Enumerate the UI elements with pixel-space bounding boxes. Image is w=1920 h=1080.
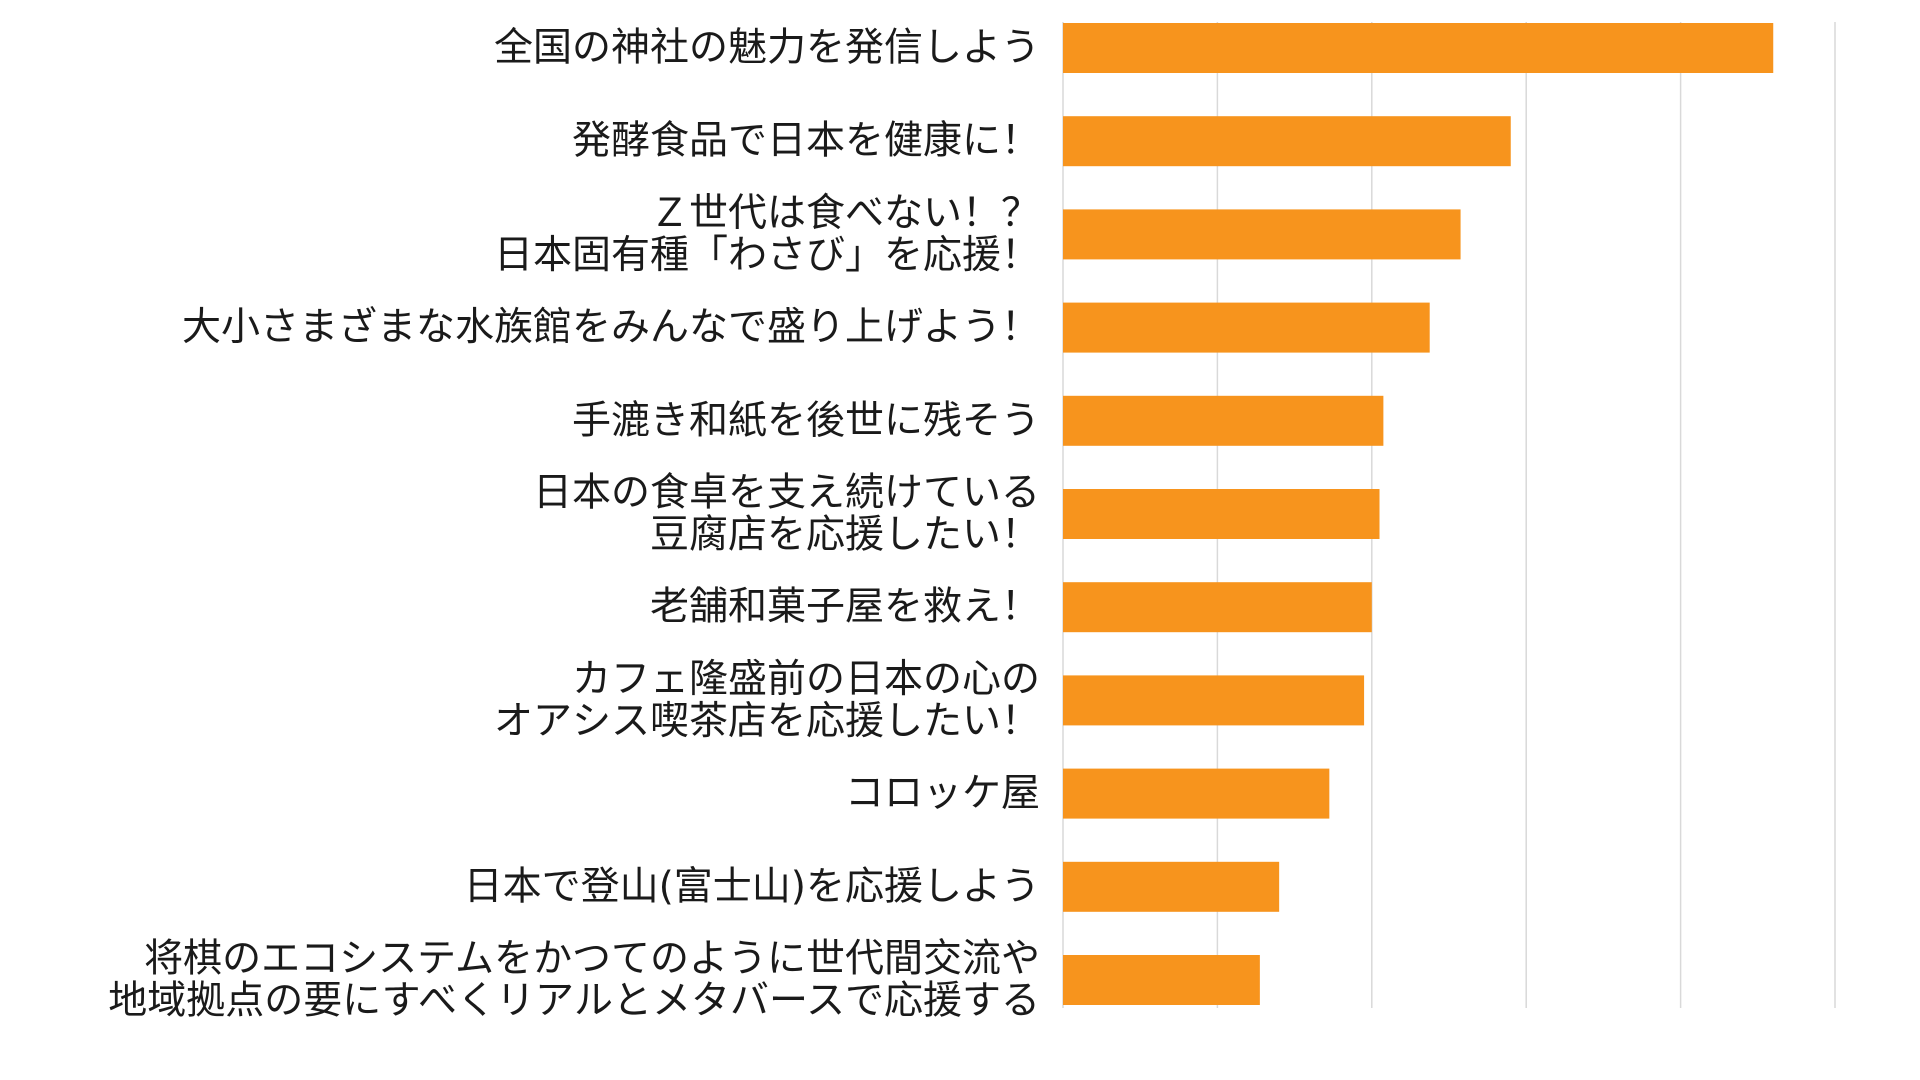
category-label: Ｚ世代は食べない！？ — [650, 191, 1040, 236]
bar — [1063, 209, 1461, 260]
category-label: 日本の食卓を支え続けている — [533, 471, 1040, 516]
category-label: 豆腐店を応援したい！ — [650, 513, 1040, 558]
category-label: 日本固有種「わさび」を応援！ — [494, 233, 1040, 278]
bar — [1063, 675, 1365, 726]
category-label: 手漉き和紙を後世に残そう — [572, 398, 1040, 443]
bar — [1063, 861, 1280, 912]
category-label: コロッケ屋 — [845, 771, 1040, 816]
category-label: 大小さまざまな水族館をみんなで盛り上げよう！ — [182, 305, 1040, 350]
bar — [1063, 582, 1372, 633]
category-label: 将棋のエコシステムをかつてのように世代間交流や — [144, 937, 1040, 982]
category-label: オアシス喫茶店を応援したい！ — [494, 699, 1040, 744]
bars — [1063, 23, 1774, 1005]
bar — [1063, 395, 1384, 446]
bar — [1063, 23, 1774, 73]
bar — [1063, 116, 1511, 167]
category-label: カフェ隆盛前の日本の心の — [572, 657, 1040, 702]
bar — [1063, 768, 1330, 819]
category-label: 日本で登山(富士山)を応援しよう — [464, 864, 1040, 909]
category-label: 全国の神社の魅力を発信しよう — [494, 26, 1040, 71]
bar — [1063, 489, 1380, 539]
category-label: 発酵食品で日本を健康に！ — [572, 119, 1040, 164]
category-label: 老舗和菓子屋を救え！ — [650, 585, 1040, 630]
category-label: 地域拠点の要にすべくリアルとメタバースで応援する — [108, 979, 1040, 1024]
bar — [1063, 955, 1260, 1005]
bar — [1063, 302, 1430, 353]
